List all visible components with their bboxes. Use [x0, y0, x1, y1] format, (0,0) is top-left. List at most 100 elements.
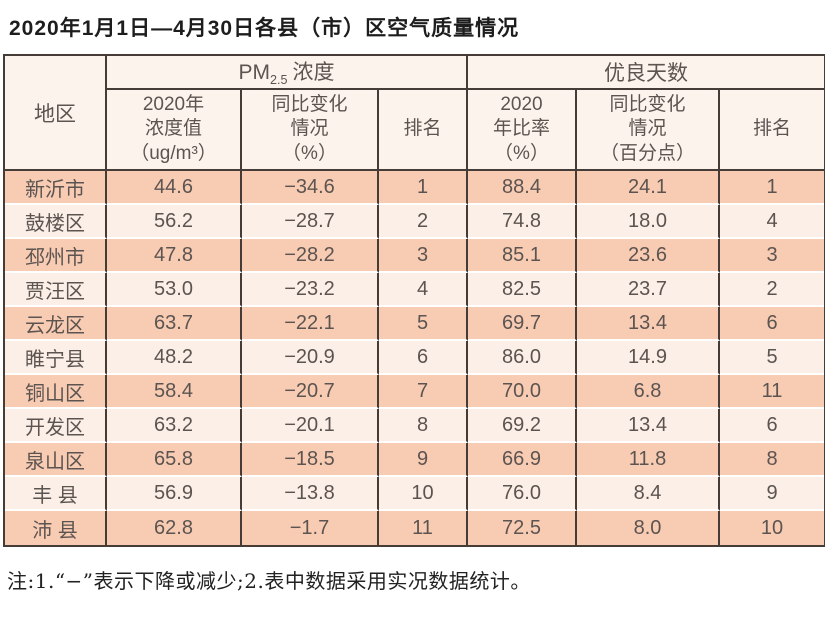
header-good-rank: 排名: [720, 90, 824, 171]
pm25-label-prefix: PM: [238, 61, 270, 85]
cell-region: 沛 县: [5, 511, 107, 545]
cell-good-rank: 1: [720, 171, 824, 205]
cell-region: 新沂市: [5, 171, 107, 205]
cell-region: 云龙区: [5, 307, 107, 341]
cell-good-ratio: 86.0: [468, 341, 577, 375]
air-quality-table: 地区 PM2.5 浓度 优良天数 2020年 浓度值 （ug/m³） 同比变化 情…: [3, 54, 825, 547]
cell-pm-rank: 9: [379, 443, 468, 477]
pm25-label-suffix: 浓度: [292, 61, 335, 85]
cell-good-ratio: 74.8: [468, 205, 577, 239]
table-row: 沛 县 62.8 −1.7 11 72.5 8.0 10: [5, 511, 824, 545]
cell-pm-change: −20.9: [242, 341, 379, 375]
header-good-ratio: 2020 年比率 （%）: [468, 90, 577, 171]
cell-good-change: 24.1: [577, 171, 720, 205]
cell-good-ratio: 88.4: [468, 171, 577, 205]
cell-good-rank: 3: [720, 239, 824, 273]
cell-pm-rank: 5: [379, 307, 468, 341]
cell-good-change: 8.4: [577, 477, 720, 511]
page-title: 2020年1月1日—4月30日各县（市）区空气质量情况: [9, 17, 520, 40]
cell-region: 开发区: [5, 409, 107, 443]
cell-good-ratio: 69.7: [468, 307, 577, 341]
cell-region: 铜山区: [5, 375, 107, 409]
header-pm-change: 同比变化 情况 （%）: [242, 90, 379, 171]
cell-good-ratio: 69.2: [468, 409, 577, 443]
table-row: 丰 县 56.9 −13.8 10 76.0 8.4 9: [5, 477, 824, 511]
cell-pm-change: −28.7: [242, 205, 379, 239]
cell-good-rank: 6: [720, 409, 824, 443]
cell-pm-concentration: 58.4: [107, 375, 242, 409]
cell-good-rank: 9: [720, 477, 824, 511]
cell-pm-change: −1.7: [242, 511, 379, 545]
cell-pm-concentration: 48.2: [107, 341, 242, 375]
cell-good-ratio: 66.9: [468, 443, 577, 477]
cell-pm-rank: 1: [379, 171, 468, 205]
cell-pm-rank: 8: [379, 409, 468, 443]
cell-pm-concentration: 47.8: [107, 239, 242, 273]
cell-pm-change: −28.2: [242, 239, 379, 273]
table-row: 云龙区 63.7 −22.1 5 69.7 13.4 6: [5, 307, 824, 341]
table-row: 贾汪区 53.0 −23.2 4 82.5 23.7 2: [5, 273, 824, 307]
cell-good-ratio: 85.1: [468, 239, 577, 273]
cell-pm-rank: 7: [379, 375, 468, 409]
header-group-pm25: PM2.5 浓度: [107, 56, 468, 90]
cell-pm-concentration: 56.9: [107, 477, 242, 511]
table-row: 开发区 63.2 −20.1 8 69.2 13.4 6: [5, 409, 824, 443]
cell-pm-concentration: 44.6: [107, 171, 242, 205]
footnote: 注:1.“−”表示下降或减少;2.表中数据采用实况数据统计。: [7, 569, 531, 593]
cell-good-change: 14.9: [577, 341, 720, 375]
cell-region: 鼓楼区: [5, 205, 107, 239]
cell-pm-change: −20.1: [242, 409, 379, 443]
header-pm-rank: 排名: [379, 90, 468, 171]
cell-good-change: 13.4: [577, 409, 720, 443]
cell-good-change: 23.7: [577, 273, 720, 307]
header-good-change: 同比变化 情况 （百分点）: [577, 90, 720, 171]
cell-pm-change: −13.8: [242, 477, 379, 511]
table-row: 泉山区 65.8 −18.5 9 66.9 11.8 8: [5, 443, 824, 477]
cell-pm-concentration: 53.0: [107, 273, 242, 307]
cell-good-rank: 11: [720, 375, 824, 409]
cell-good-rank: 10: [720, 511, 824, 545]
table-row: 鼓楼区 56.2 −28.7 2 74.8 18.0 4: [5, 205, 824, 239]
table-header: 地区 PM2.5 浓度 优良天数 2020年 浓度值 （ug/m³） 同比变化 情…: [5, 56, 824, 171]
cell-pm-concentration: 62.8: [107, 511, 242, 545]
header-group-good-days: 优良天数: [468, 56, 824, 90]
cell-pm-rank: 10: [379, 477, 468, 511]
cell-pm-concentration: 63.2: [107, 409, 242, 443]
header-pm-concentration: 2020年 浓度值 （ug/m³）: [107, 90, 242, 171]
table-row: 睢宁县 48.2 −20.9 6 86.0 14.9 5: [5, 341, 824, 375]
sub-header-row: 2020年 浓度值 （ug/m³） 同比变化 情况 （%） 排名 2020 年比…: [5, 90, 824, 171]
header-region: 地区: [5, 56, 107, 171]
table-row: 铜山区 58.4 −20.7 7 70.0 6.8 11: [5, 375, 824, 409]
cell-pm-concentration: 65.8: [107, 443, 242, 477]
cell-region: 泉山区: [5, 443, 107, 477]
cell-pm-concentration: 56.2: [107, 205, 242, 239]
cell-good-change: 18.0: [577, 205, 720, 239]
table-row: 新沂市 44.6 −34.6 1 88.4 24.1 1: [5, 171, 824, 205]
cell-good-ratio: 70.0: [468, 375, 577, 409]
cell-good-change: 13.4: [577, 307, 720, 341]
cell-region: 丰 县: [5, 477, 107, 511]
cell-good-ratio: 82.5: [468, 273, 577, 307]
cell-good-ratio: 76.0: [468, 477, 577, 511]
cell-region: 邳州市: [5, 239, 107, 273]
cell-pm-rank: 6: [379, 341, 468, 375]
cell-pm-concentration: 63.7: [107, 307, 242, 341]
cell-pm-rank: 11: [379, 511, 468, 545]
cell-pm-change: −20.7: [242, 375, 379, 409]
cell-good-rank: 4: [720, 205, 824, 239]
cell-good-rank: 6: [720, 307, 824, 341]
cell-pm-rank: 4: [379, 273, 468, 307]
cell-good-rank: 2: [720, 273, 824, 307]
group-header-row: 地区 PM2.5 浓度 优良天数: [5, 56, 824, 171]
cell-good-rank: 8: [720, 443, 824, 477]
cell-region: 贾汪区: [5, 273, 107, 307]
cell-good-change: 8.0: [577, 511, 720, 545]
cell-pm-rank: 3: [379, 239, 468, 273]
table-body: 新沂市 44.6 −34.6 1 88.4 24.1 1 鼓楼区 56.2 −2…: [5, 171, 824, 545]
cell-region: 睢宁县: [5, 341, 107, 375]
cell-good-change: 23.6: [577, 239, 720, 273]
pm25-label-subscript: 2.5: [269, 73, 288, 88]
cell-good-change: 6.8: [577, 375, 720, 409]
cell-pm-change: −34.6: [242, 171, 379, 205]
